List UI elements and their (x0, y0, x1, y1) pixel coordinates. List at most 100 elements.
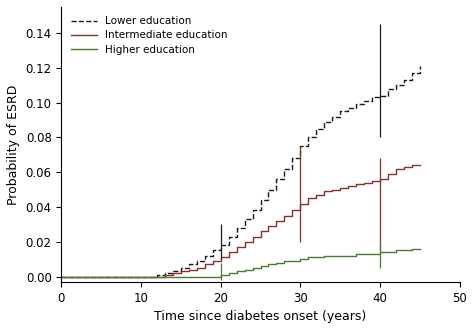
Intermediate education (138, 275, 144, 279)
Intermediate education (162, 273, 168, 277)
Intermediate education (401, 165, 407, 169)
Lower education (345, 106, 351, 110)
Intermediate education (353, 182, 359, 186)
X-axis label: Time since diabetes onset (years): Time since diabetes onset (years) (155, 310, 366, 323)
Lower education (58, 275, 64, 279)
Line: Higher education: Higher education (61, 249, 420, 277)
Intermediate education (409, 163, 415, 167)
Higher education (58, 275, 64, 279)
Lower education (265, 188, 271, 192)
Intermediate education (178, 269, 184, 273)
Higher education (361, 252, 367, 256)
Higher education (273, 261, 279, 265)
Lower education (258, 198, 264, 202)
Lower education (186, 262, 191, 266)
Higher education (210, 275, 216, 279)
Lower education (154, 273, 160, 277)
Lower education (305, 135, 311, 139)
Lower education (337, 109, 343, 113)
Higher education (154, 275, 160, 279)
Intermediate education (273, 219, 279, 223)
Lower education (146, 275, 152, 279)
Legend: Lower education, Intermediate education, Higher education: Lower education, Intermediate education,… (66, 12, 232, 59)
Lower education (282, 167, 287, 171)
Higher education (321, 254, 327, 258)
Intermediate education (290, 209, 295, 213)
Intermediate education (265, 224, 271, 228)
Lower education (194, 259, 200, 263)
Higher education (234, 269, 239, 273)
Lower education (162, 271, 168, 275)
Intermediate education (170, 271, 176, 275)
Higher education (242, 268, 247, 272)
Intermediate education (337, 186, 343, 190)
Lower education (369, 95, 375, 99)
Higher education (353, 252, 359, 256)
Lower education (138, 275, 144, 279)
Higher education (329, 254, 335, 258)
Intermediate education (194, 266, 200, 270)
Lower education (226, 235, 231, 239)
Intermediate education (218, 255, 224, 259)
Higher education (146, 275, 152, 279)
Lower education (242, 217, 247, 221)
Intermediate education (369, 179, 375, 183)
Higher education (218, 273, 224, 277)
Lower education (273, 177, 279, 181)
Lower education (329, 115, 335, 118)
Intermediate education (146, 275, 152, 279)
Higher education (393, 248, 399, 252)
Higher education (369, 252, 375, 256)
Lower education (401, 78, 407, 82)
Intermediate education (258, 229, 264, 233)
Higher education (298, 257, 303, 261)
Lower education (250, 209, 255, 213)
Higher education (345, 254, 351, 258)
Higher education (417, 247, 423, 251)
Intermediate education (417, 163, 423, 167)
Higher education (186, 275, 191, 279)
Lower education (234, 226, 239, 230)
Intermediate education (361, 181, 367, 184)
Lower education (417, 64, 423, 68)
Lower education (170, 269, 176, 273)
Lower education (409, 71, 415, 75)
Intermediate education (305, 196, 311, 200)
Lower education (178, 266, 184, 270)
Higher education (265, 262, 271, 266)
Lower education (377, 94, 383, 98)
Intermediate education (282, 214, 287, 218)
Lower education (313, 127, 319, 131)
Intermediate education (210, 259, 216, 263)
Intermediate education (202, 262, 208, 266)
Lower education (210, 248, 216, 252)
Intermediate education (242, 240, 247, 244)
Higher education (250, 266, 255, 270)
Higher education (409, 247, 415, 251)
Lower education (298, 144, 303, 148)
Higher education (170, 275, 176, 279)
Lower education (218, 243, 224, 247)
Higher education (313, 255, 319, 259)
Lower education (202, 254, 208, 258)
Higher education (194, 275, 200, 279)
Higher education (282, 259, 287, 263)
Lower education (385, 87, 391, 91)
Higher education (337, 254, 343, 258)
Intermediate education (377, 177, 383, 181)
Higher education (401, 248, 407, 252)
Higher education (202, 275, 208, 279)
Intermediate education (58, 275, 64, 279)
Higher education (305, 255, 311, 259)
Lower education (361, 99, 367, 103)
Intermediate education (234, 245, 239, 249)
Lower education (393, 83, 399, 87)
Intermediate education (298, 202, 303, 206)
Higher education (226, 271, 231, 275)
Higher education (385, 250, 391, 254)
Higher education (258, 264, 264, 268)
Lower education (321, 120, 327, 124)
Intermediate education (329, 188, 335, 192)
Higher education (290, 259, 295, 263)
Line: Lower education: Lower education (61, 66, 420, 277)
